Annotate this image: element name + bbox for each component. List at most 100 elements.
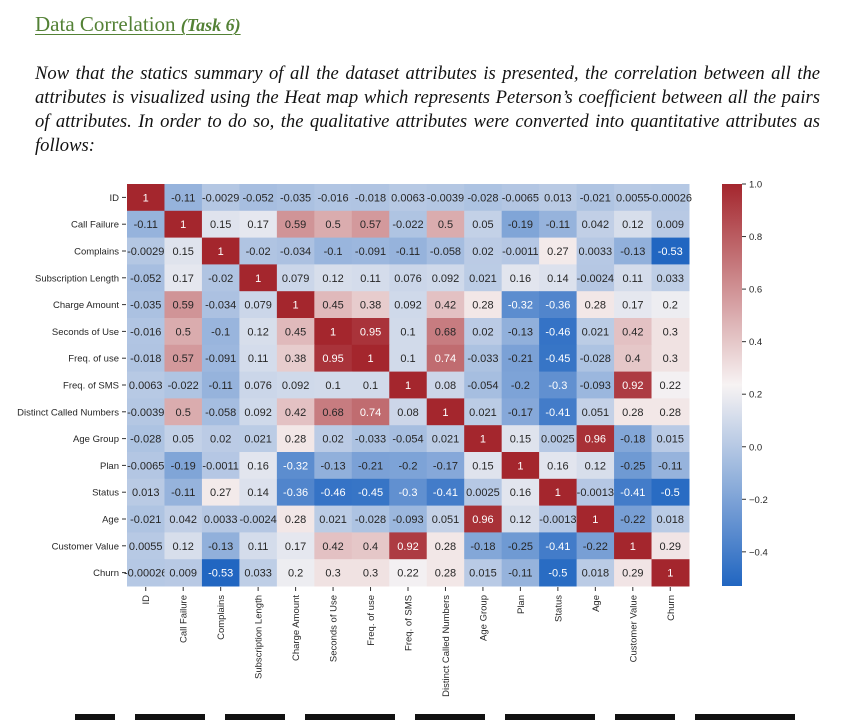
- heatmap-cell-label: -0.46: [545, 326, 570, 338]
- heatmap-cell-rect: [351, 371, 390, 399]
- heatmap-cell: 0.2: [276, 559, 315, 587]
- heatmap-cell-label: -0.035: [280, 192, 311, 204]
- heatmap-cell-label: -0.052: [130, 273, 161, 285]
- heatmap-cell: -0.13: [201, 532, 240, 560]
- heatmap-cell: 0.3: [351, 559, 390, 587]
- heatmap-cell-label: -0.36: [545, 300, 570, 312]
- heatmap-cell-rect: [276, 344, 315, 373]
- heatmap-cell-label: -0.5: [661, 487, 680, 499]
- heatmap-cell-rect: [351, 505, 390, 533]
- heatmap-cell-label: 0.28: [660, 407, 681, 419]
- heatmap-cell: 0.076: [239, 371, 278, 399]
- heatmap-cell-rect: [351, 532, 390, 560]
- heatmap-cell-label: 0.079: [282, 273, 310, 285]
- heatmap-cell-label: 0.57: [172, 353, 193, 365]
- heatmap-cell-label: -0.21: [508, 353, 533, 365]
- heatmap-cell-rect: [351, 425, 390, 453]
- heatmap-cell-rect: [614, 184, 653, 212]
- heatmap-cell: -0.11: [501, 559, 540, 587]
- heatmap-cell-label: -0.021: [130, 514, 161, 526]
- heatmap-cell-label: -0.0011: [502, 246, 539, 258]
- heatmap-cell-rect: [201, 210, 240, 239]
- heatmap-cell-label: 0.3: [663, 326, 678, 338]
- heatmap-cell: 0.079: [276, 264, 315, 292]
- heatmap-cell-rect: [501, 425, 540, 453]
- heatmap-cell-label: -0.028: [580, 353, 611, 365]
- heatmap-cell-rect: [426, 291, 465, 319]
- heatmap-cell-rect: [614, 478, 653, 507]
- heatmap-cell-rect: [389, 237, 428, 265]
- heatmap-cell-rect: [501, 237, 540, 265]
- heatmap-cell: -0.0039: [127, 398, 165, 426]
- heatmap-cell-label: -0.018: [355, 192, 386, 204]
- heatmap-cell: 0.02: [464, 237, 503, 265]
- heatmap-cell: 0.27: [539, 237, 578, 265]
- heatmap-cell: -0.1: [201, 318, 240, 346]
- heatmap-cell-label: -0.41: [545, 541, 570, 553]
- heatmap-cell-rect: [201, 344, 240, 373]
- colorbar-tick-label: 0.4: [749, 337, 762, 348]
- heatmap-cell-label: 0.042: [582, 219, 610, 231]
- heatmap-cell-rect: [314, 398, 353, 426]
- heatmap-cell-rect: [127, 505, 165, 533]
- heatmap-cell: 0.013: [127, 478, 165, 507]
- heatmap-cell: -0.021: [127, 505, 165, 533]
- heatmap-cell: 0.018: [651, 505, 690, 533]
- heatmap-cell: 0.15: [201, 210, 240, 239]
- heatmap-cell: 1: [351, 344, 390, 373]
- heatmap-cell: -0.035: [127, 291, 165, 319]
- heatmap-cell-label: 0.02: [472, 326, 493, 338]
- heatmap-cell: 0.033: [651, 264, 690, 292]
- x-tick-label: Churn: [666, 595, 677, 621]
- heatmap-cell-rect: [651, 478, 690, 507]
- heatmap-cell-label: -0.22: [583, 541, 608, 553]
- heatmap-cell-rect: [576, 184, 615, 212]
- heatmap-cell-label: -0.13: [321, 460, 346, 472]
- heatmap-cell-rect: [276, 210, 315, 239]
- heatmap-cell-rect: [464, 559, 503, 587]
- heatmap-cell: -0.00026: [649, 184, 692, 212]
- heatmap-cell: -0.5: [651, 478, 690, 507]
- heatmap-cell-rect: [389, 559, 428, 587]
- colorbar-tick-label: 0.8: [749, 232, 762, 243]
- heatmap-cell: -0.093: [576, 371, 615, 399]
- heatmap-cell-rect: [276, 237, 315, 265]
- heatmap-cell-rect: [164, 532, 203, 560]
- heatmap-cell: 0.051: [426, 505, 465, 533]
- heatmap-cell-rect: [314, 291, 353, 319]
- y-tick-label: Call Failure: [71, 220, 119, 231]
- heatmap-cell-label: 0.17: [172, 273, 193, 285]
- heatmap-cell-label: -0.028: [130, 434, 161, 446]
- heatmap-cell-label: -0.0011: [202, 460, 239, 472]
- heatmap-cell: 1: [614, 532, 653, 560]
- heatmap-cell: -0.21: [351, 452, 390, 480]
- heatmap-cell-label: 0.4: [363, 541, 378, 553]
- heatmap-cell-label: -0.25: [620, 460, 645, 472]
- heatmap-cell-label: -0.32: [508, 300, 533, 312]
- heatmap-cell: 0.02: [314, 425, 353, 453]
- heatmap-cell-rect: [576, 559, 615, 587]
- x-tick-label: Distinct Called Numbers: [441, 595, 452, 697]
- heatmap-cell-rect: [127, 559, 165, 587]
- heatmap-cell: 0.17: [239, 210, 278, 239]
- heatmap-cell: 0.12: [614, 210, 653, 239]
- heatmap-cell-label: 0.0063: [129, 380, 163, 392]
- heatmap-cell-rect: [501, 505, 540, 533]
- heatmap-cell-rect: [201, 291, 240, 319]
- heatmap-cell-rect: [426, 184, 465, 212]
- heatmap-cell-label: 0.22: [660, 380, 681, 392]
- heatmap-cell-rect: [651, 398, 690, 426]
- heatmap-cell: 0.11: [239, 532, 278, 560]
- heatmap-cell-label: 0.051: [582, 407, 610, 419]
- heatmap-cell-rect: [426, 344, 465, 373]
- heatmap-cell-rect: [389, 210, 428, 239]
- heatmap-cell: 0.4: [351, 532, 390, 560]
- heatmap-cell: -0.3: [389, 478, 428, 507]
- heatmap-cell-rect: [539, 505, 578, 533]
- x-tick-label: Age Group: [478, 595, 489, 641]
- heatmap-cell: -0.11: [164, 184, 203, 212]
- heatmap-cell-label: -0.0029: [202, 192, 239, 204]
- heatmap-cell: -0.016: [314, 184, 353, 212]
- heatmap-cell-rect: [464, 184, 503, 212]
- heatmap-cell-rect: [201, 371, 240, 399]
